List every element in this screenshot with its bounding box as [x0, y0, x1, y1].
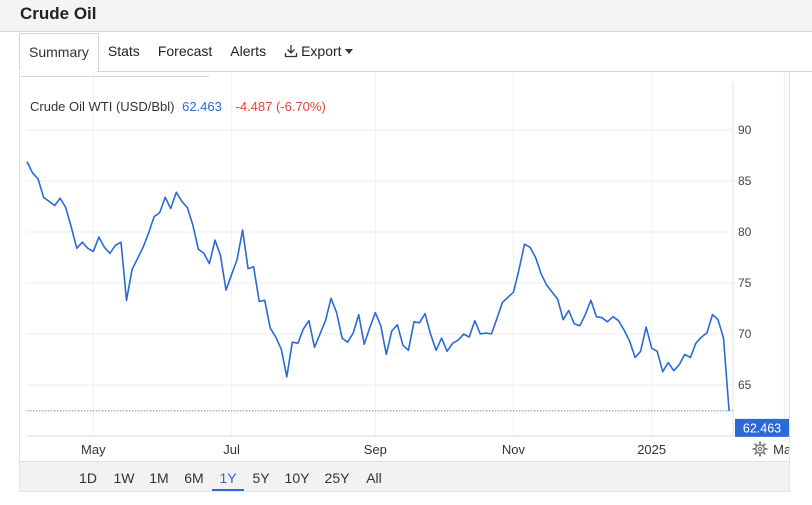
legend-series-name: Crude Oil WTI (USD/Bbl) — [30, 99, 174, 114]
range-1m[interactable]: 1M — [149, 470, 169, 486]
tab-forecast[interactable]: Forecast — [157, 43, 213, 59]
range-selector: 1D 1W 1M 6M 1Y 5Y 10Y 25Y All — [20, 461, 789, 491]
chart-settings[interactable] — [752, 441, 768, 457]
legend-value: 62.463 — [182, 99, 222, 114]
series-line — [26, 161, 730, 411]
x-tick-label: May — [81, 442, 106, 457]
range-6m[interactable]: 6M — [184, 470, 204, 486]
range-5y[interactable]: 5Y — [252, 470, 270, 486]
y-tick-label: 80 — [738, 225, 752, 239]
chart-panel: 65 70 75 80 85 90 May Jul Sep Nov 2025 Mar 62.463 C… — [19, 72, 790, 492]
svg-text:Crude Oil WTI (USD/Bbl): Crude Oil WTI (USD/Bbl) 62.463 -4.487 (-… — [30, 99, 326, 114]
last-value-badge: 62.463 — [735, 418, 789, 437]
range-1d[interactable]: 1D — [79, 470, 97, 486]
last-value-label: 62.463 — [743, 421, 781, 435]
tab-stats[interactable]: Stats — [107, 43, 140, 59]
y-tick-label: 65 — [738, 378, 752, 392]
export-label: Export — [301, 43, 342, 59]
chevron-down-icon — [344, 49, 353, 54]
x-tick-label: 2025 — [637, 442, 666, 457]
page-title: Crude Oil — [20, 4, 97, 23]
range-all[interactable]: All — [366, 470, 382, 486]
tab-summary[interactable]: Summary — [19, 33, 99, 71]
range-25y[interactable]: 25Y — [324, 470, 350, 486]
y-tick-label: 70 — [738, 327, 752, 341]
tabs-divider — [97, 71, 812, 72]
tab-content-scroll — [21, 72, 209, 77]
y-tick-label: 90 — [738, 123, 752, 137]
page-header: Crude Oil — [0, 0, 812, 32]
price-chart[interactable]: 65 70 75 80 85 90 May Jul Sep Nov 2025 Mar 62.463 C… — [20, 72, 789, 462]
download-icon — [284, 35, 298, 71]
range-1w[interactable]: 1W — [113, 470, 135, 486]
x-tick-label: Sep — [364, 442, 387, 457]
tab-alerts[interactable]: Alerts — [230, 43, 267, 59]
range-10y[interactable]: 10Y — [284, 470, 310, 486]
tab-export[interactable]: Export — [275, 33, 361, 71]
gear-icon — [752, 441, 768, 457]
range-1y[interactable]: 1Y — [212, 462, 244, 491]
y-tick-label: 75 — [738, 276, 752, 290]
x-tick-label: Nov — [502, 442, 526, 457]
x-tick-label: Mar — [773, 442, 789, 457]
tab-bar: Summary Stats Forecast Alerts Export — [19, 33, 362, 71]
x-tick-label: Jul — [223, 442, 240, 457]
y-tick-label: 85 — [738, 174, 752, 188]
legend-change: -4.487 (-6.70%) — [235, 99, 325, 114]
